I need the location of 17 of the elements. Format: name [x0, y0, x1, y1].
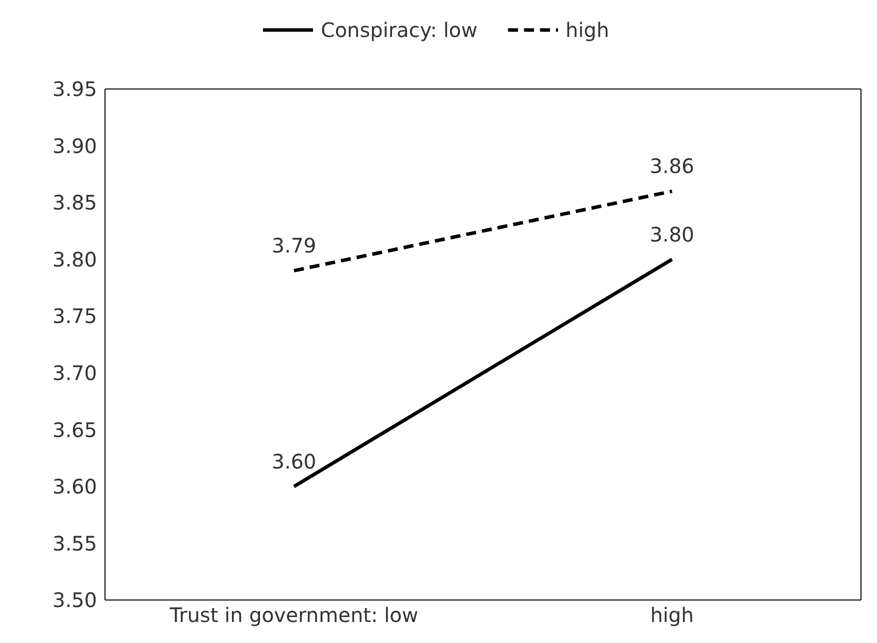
- y-tick-label: 3.70: [52, 360, 97, 385]
- y-tick-label: 3.60: [52, 474, 97, 499]
- x-tick-label: Trust in government: low: [168, 603, 418, 628]
- legend-label: high: [566, 18, 610, 42]
- y-tick-label: 3.50: [52, 588, 97, 612]
- y-tick-label: 3.55: [52, 531, 97, 556]
- data-label: 3.80: [650, 222, 694, 246]
- data-label: 3.79: [272, 234, 316, 258]
- y-tick-label: 3.65: [52, 418, 97, 442]
- y-tick-label: 3.95: [52, 77, 97, 102]
- data-label: 3.60: [272, 449, 316, 474]
- legend-label: Conspiracy: low: [320, 18, 478, 42]
- y-tick-label: 3.85: [52, 190, 97, 215]
- y-tick-label: 3.75: [52, 304, 97, 328]
- y-tick-label: 3.80: [52, 247, 97, 272]
- y-tick-label: 3.90: [52, 134, 97, 158]
- data-label: 3.86: [650, 154, 694, 178]
